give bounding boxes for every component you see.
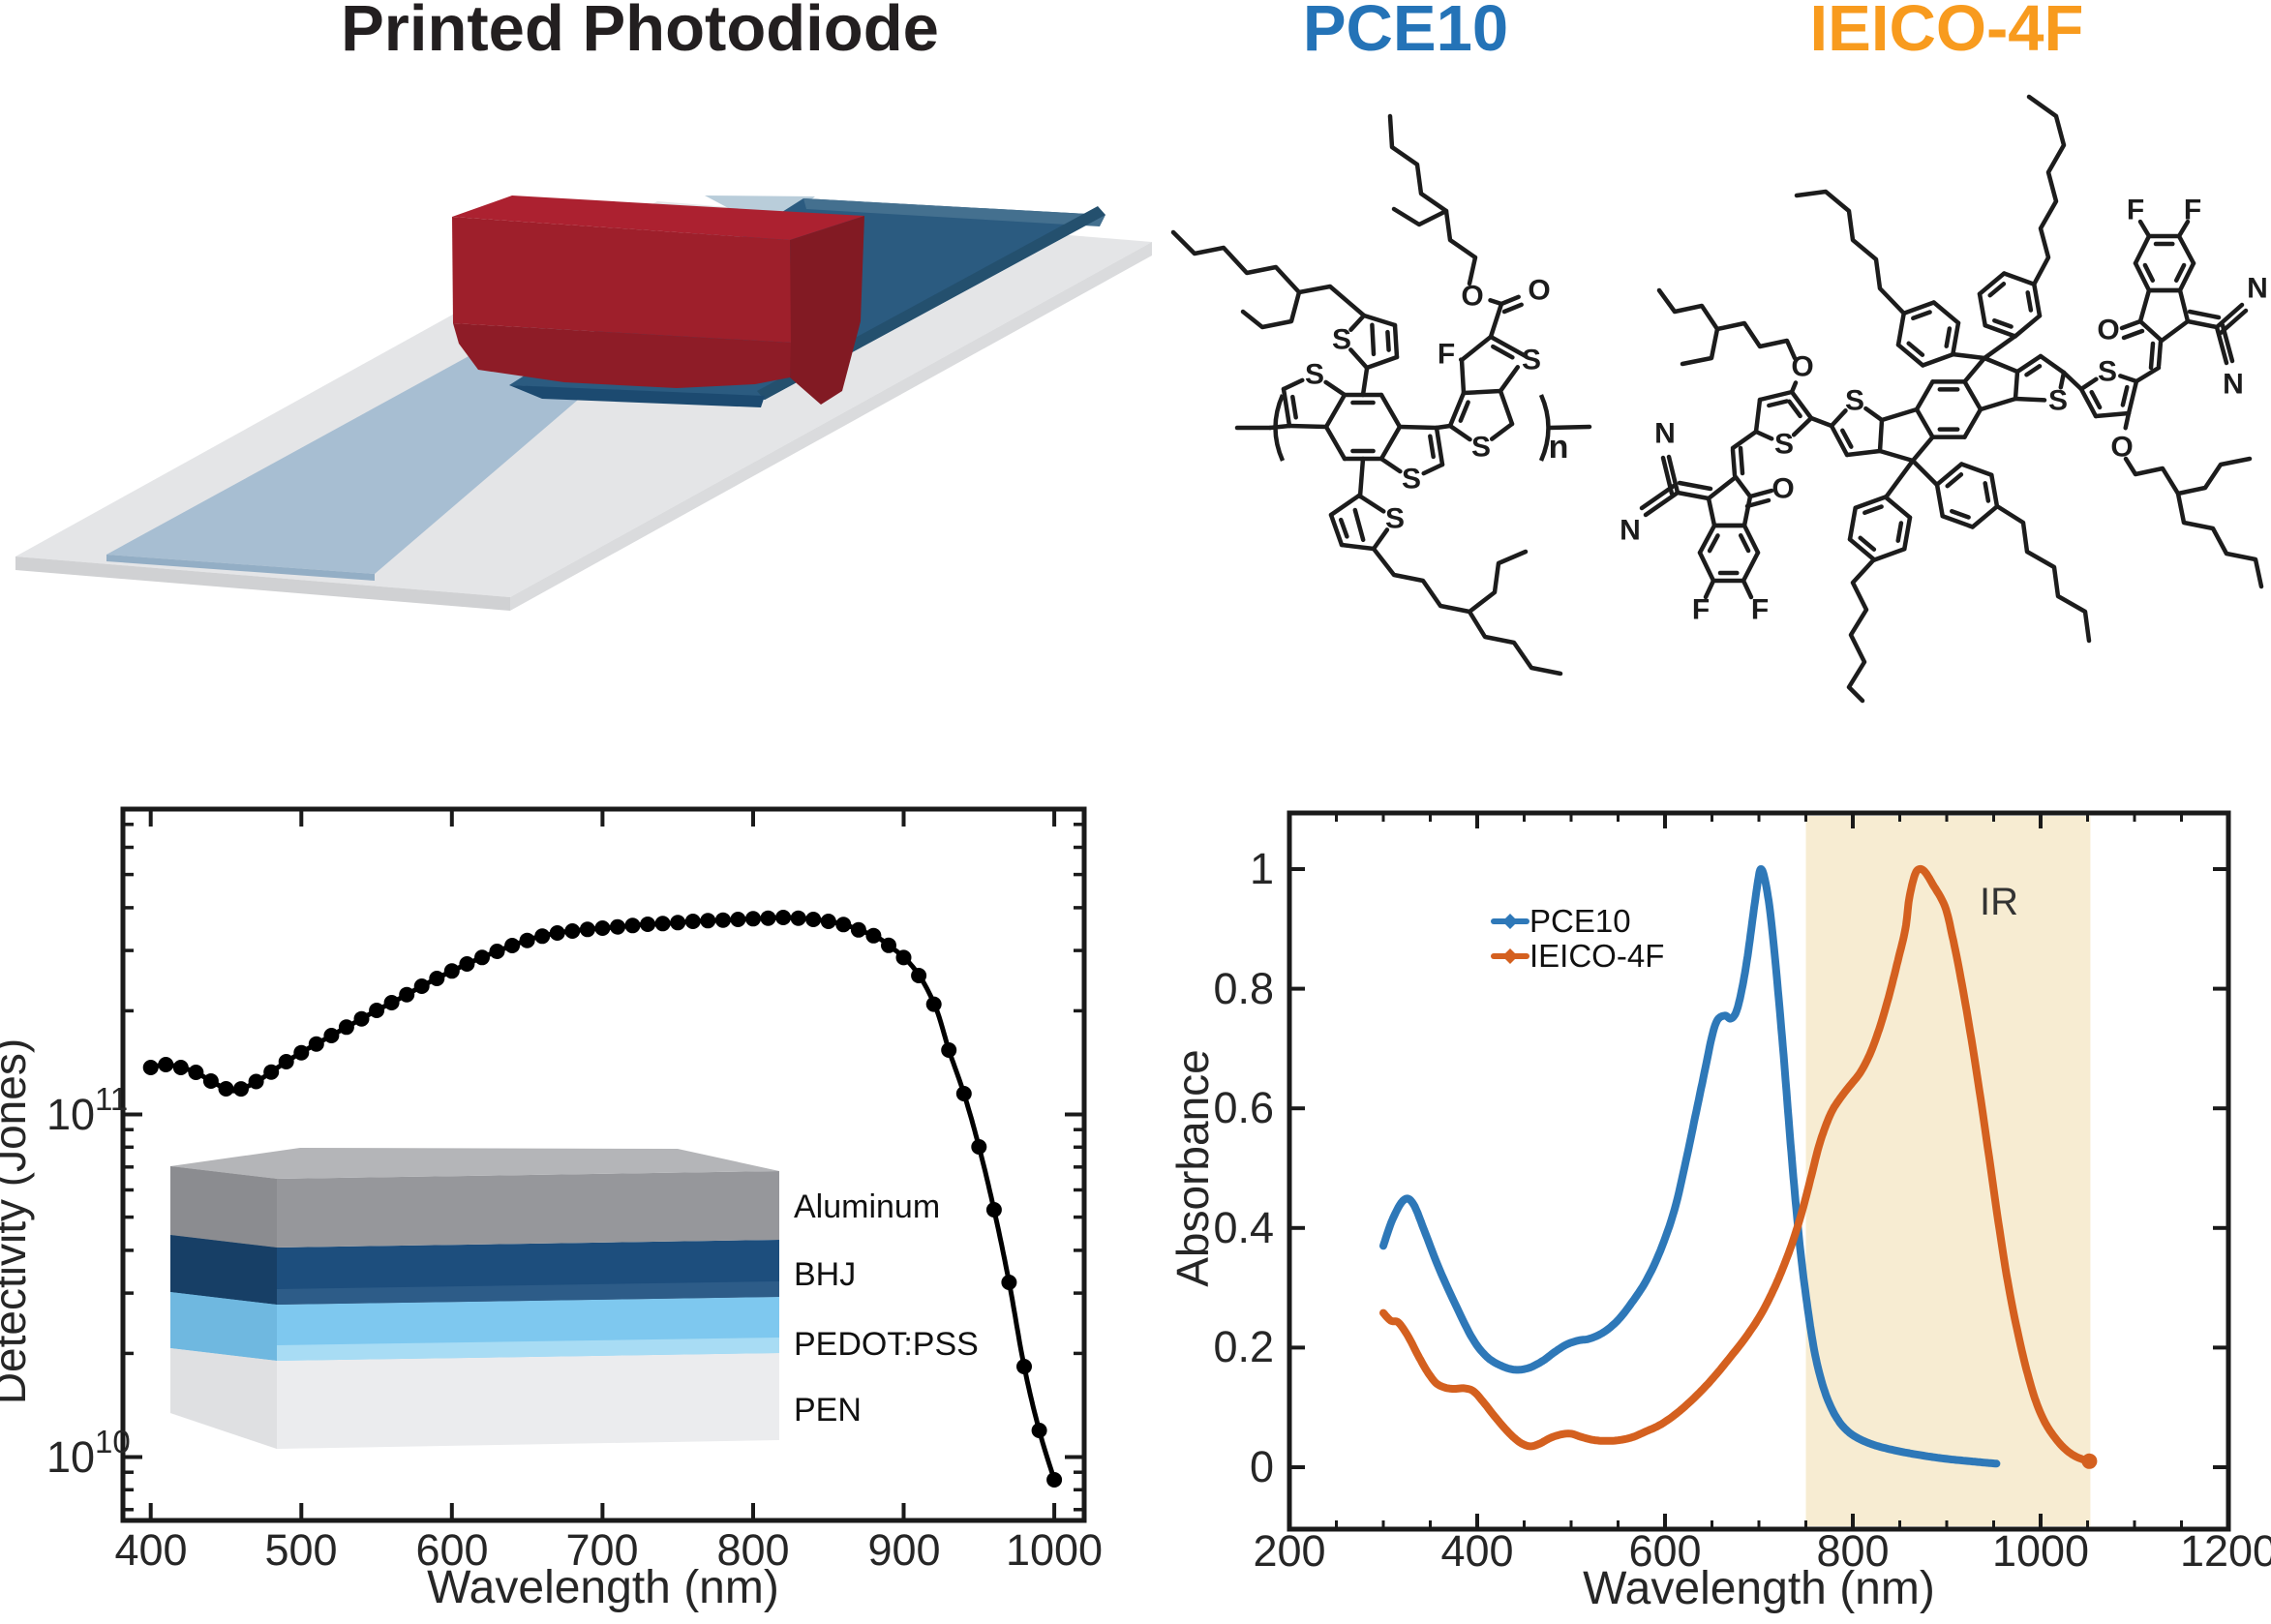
svg-text:F: F — [1751, 594, 1769, 626]
svg-text:S: S — [1522, 345, 1541, 376]
svg-text:1: 1 — [1250, 844, 1274, 893]
svg-text:S: S — [1774, 429, 1794, 461]
svg-text:F: F — [1438, 339, 1455, 371]
svg-text:10: 10 — [46, 1432, 95, 1482]
svg-text:PEDOT:PSS: PEDOT:PSS — [794, 1326, 979, 1363]
svg-text:PCE10: PCE10 — [1303, 0, 1508, 65]
svg-text:O: O — [1771, 473, 1794, 505]
svg-text:S: S — [1305, 359, 1324, 391]
svg-text:10: 10 — [95, 1424, 131, 1459]
svg-text:N: N — [2223, 369, 2244, 401]
svg-text:200: 200 — [1253, 1526, 1325, 1576]
svg-text:0.8: 0.8 — [1213, 964, 1274, 1013]
svg-text:900: 900 — [867, 1525, 940, 1575]
svg-text:400: 400 — [114, 1525, 187, 1575]
svg-text:1000: 1000 — [1992, 1526, 2089, 1576]
svg-text:1200: 1200 — [2180, 1526, 2271, 1576]
svg-text:N: N — [1620, 515, 1641, 547]
svg-text:F: F — [2184, 195, 2201, 226]
svg-text:IR: IR — [1980, 881, 2018, 923]
svg-text:N: N — [2247, 273, 2268, 305]
svg-text:0.2: 0.2 — [1213, 1322, 1274, 1371]
svg-text:O: O — [1461, 281, 1483, 313]
svg-text:S: S — [1332, 324, 1351, 356]
svg-text:0.4: 0.4 — [1213, 1203, 1274, 1252]
svg-text:IEICO-4F: IEICO-4F — [1810, 0, 2084, 65]
svg-text:BHJ: BHJ — [794, 1256, 856, 1293]
svg-text:S: S — [1471, 432, 1491, 464]
svg-text:S: S — [1402, 464, 1421, 496]
svg-text:0.6: 0.6 — [1213, 1083, 1274, 1132]
svg-text:Wavelength (nm): Wavelength (nm) — [427, 1562, 779, 1613]
svg-text:F: F — [2127, 195, 2144, 226]
svg-text:Absorbance: Absorbance — [1167, 1049, 1218, 1287]
svg-text:N: N — [1654, 418, 1676, 450]
svg-text:10: 10 — [46, 1090, 95, 1139]
svg-text:S: S — [2098, 356, 2117, 388]
svg-text:O: O — [2110, 432, 2133, 464]
svg-text:IEICO-4F: IEICO-4F — [1529, 938, 1664, 974]
svg-text:400: 400 — [1440, 1526, 1513, 1576]
svg-text:Aluminum: Aluminum — [794, 1188, 940, 1225]
svg-text:S: S — [1385, 503, 1405, 535]
svg-text:0: 0 — [1250, 1442, 1274, 1491]
svg-text:500: 500 — [264, 1525, 337, 1575]
svg-text:11: 11 — [95, 1081, 128, 1117]
svg-text:Printed Photodiode: Printed Photodiode — [341, 0, 939, 65]
svg-text:1000: 1000 — [1006, 1525, 1103, 1575]
svg-text:S: S — [1845, 385, 1864, 417]
svg-text:n: n — [1549, 429, 1569, 466]
svg-text:Detectivity (Jones): Detectivity (Jones) — [0, 1038, 35, 1404]
svg-text:O: O — [1528, 275, 1550, 307]
svg-text:S: S — [2048, 385, 2068, 417]
svg-text:PEN: PEN — [794, 1392, 862, 1429]
svg-text:O: O — [2097, 315, 2119, 346]
svg-text:F: F — [1692, 594, 1710, 626]
svg-text:Wavelength (nm): Wavelength (nm) — [1583, 1563, 1935, 1614]
svg-text:PCE10: PCE10 — [1529, 903, 1631, 939]
